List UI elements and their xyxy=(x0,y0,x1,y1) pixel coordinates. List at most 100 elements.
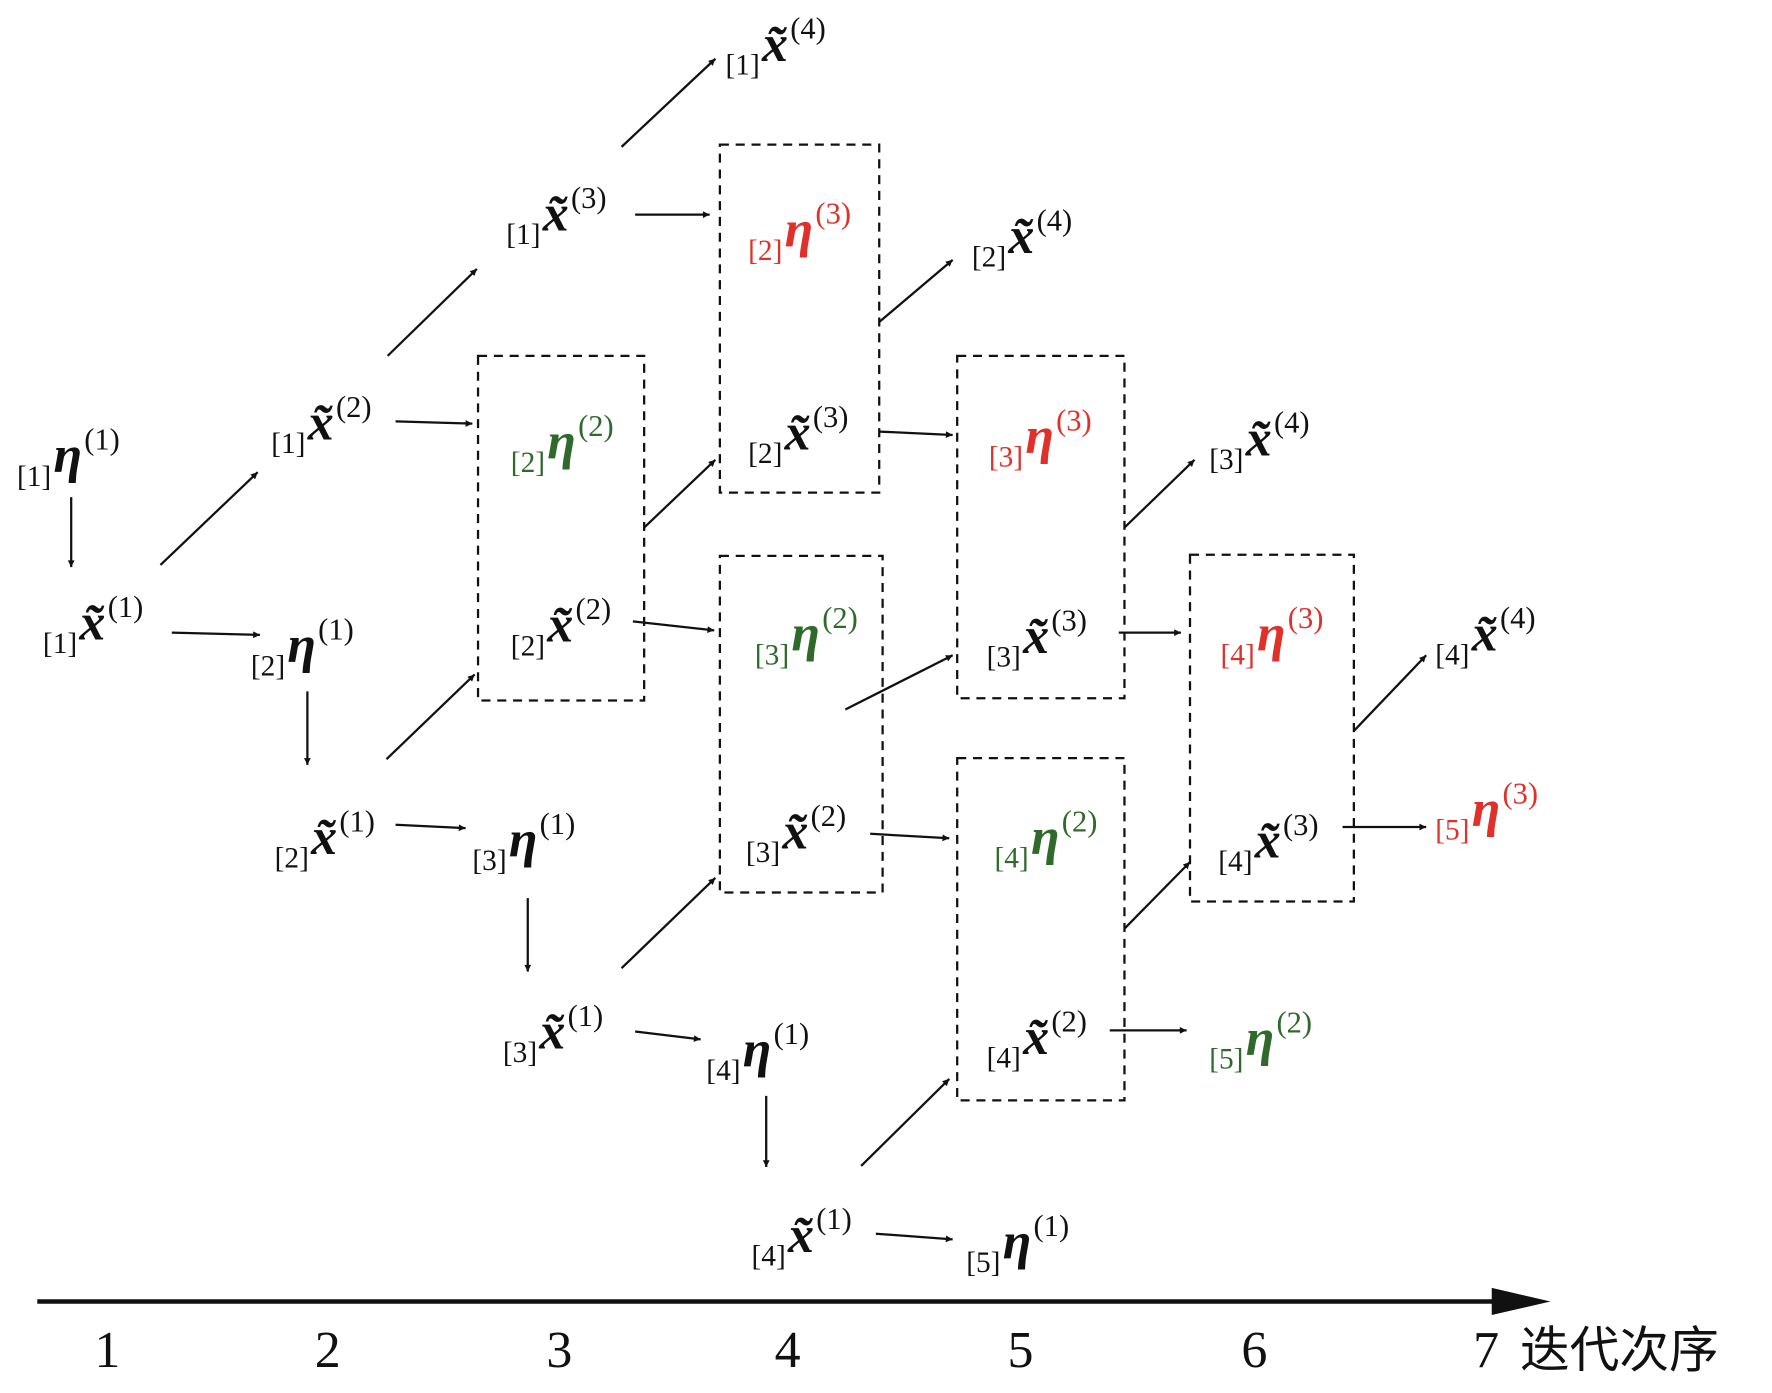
node-order: (3) xyxy=(571,181,607,215)
node-index: [1] xyxy=(506,219,540,251)
node-index: [1] xyxy=(43,628,77,660)
node-order: (2) xyxy=(811,799,847,833)
arrow xyxy=(385,673,476,761)
node-index: [1] xyxy=(17,461,51,493)
node-label: [2]η(3) xyxy=(748,197,851,267)
arrow xyxy=(171,631,260,639)
node-symbol: x̃ xyxy=(1471,606,1498,663)
node-symbol: η xyxy=(743,1022,772,1079)
node-symbol: x̃ xyxy=(1254,812,1281,869)
node-index: [2] xyxy=(972,242,1006,274)
node-label: [3]η(3) xyxy=(989,403,1092,473)
node-symbol: x̃ xyxy=(542,185,569,242)
arrow xyxy=(1123,459,1196,529)
node-order: (2) xyxy=(1051,1004,1087,1038)
arrow xyxy=(870,832,950,842)
node-order: (3) xyxy=(815,197,851,231)
node-order: (3) xyxy=(1283,808,1319,842)
node-index: [2] xyxy=(275,843,309,875)
node-label: [3]x̃(4) xyxy=(1209,406,1309,476)
node-symbol: x̃ xyxy=(307,394,334,451)
arrow xyxy=(395,420,473,427)
node-order: (1) xyxy=(540,807,576,841)
node-index: [2] xyxy=(251,651,285,683)
axis-label: 迭代次序 xyxy=(1520,1321,1719,1379)
arrows xyxy=(67,57,1428,1243)
node-index: [1] xyxy=(271,428,305,460)
node-symbol: x̃ xyxy=(310,809,337,866)
node-order: (1) xyxy=(568,999,604,1033)
node-symbol: x̃ xyxy=(781,803,808,860)
node-order: (1) xyxy=(774,1017,810,1051)
node-symbol: x̃ xyxy=(78,594,105,651)
node-order: (1) xyxy=(1034,1209,1070,1243)
node-index: [3] xyxy=(503,1037,537,1069)
node-index: [2] xyxy=(748,438,782,470)
node-symbol: η xyxy=(1257,606,1286,663)
node-order: (3) xyxy=(1288,601,1324,635)
arrow xyxy=(386,268,478,357)
group-box xyxy=(476,354,646,702)
node-order: (2) xyxy=(822,601,858,635)
node-label: [2]x̃(3) xyxy=(748,400,848,470)
node-symbol: x̃ xyxy=(546,597,573,654)
node-order: (1) xyxy=(816,1202,852,1236)
group-box xyxy=(718,554,884,894)
node-symbol: η xyxy=(547,414,576,471)
group-box xyxy=(1188,553,1355,903)
node-symbol: η xyxy=(1003,1214,1032,1271)
axis-tick-label: 7 xyxy=(1473,1322,1499,1379)
node-label: [3]η(1) xyxy=(472,807,575,877)
node-order: (2) xyxy=(578,409,614,443)
arrow xyxy=(643,458,717,529)
node-order: (1) xyxy=(84,423,120,457)
node-order: (2) xyxy=(1277,1006,1313,1040)
node-order: (2) xyxy=(336,390,372,424)
node-index: [5] xyxy=(1435,814,1469,846)
node-order: (1) xyxy=(339,805,375,839)
node-symbol: η xyxy=(53,427,82,484)
arrow xyxy=(632,620,715,634)
node-symbol: η xyxy=(509,811,538,868)
node-index: [4] xyxy=(1218,846,1252,878)
node-index: [5] xyxy=(966,1247,1000,1279)
node-label: [4]η(2) xyxy=(994,805,1097,875)
axis-ticks: 1 2 3 4 5 6 7 迭代次序 xyxy=(94,1321,1718,1379)
axis-tick-label: 5 xyxy=(1007,1322,1033,1379)
node-order: (4) xyxy=(1274,406,1310,440)
node-label: [1]η(1) xyxy=(17,423,120,493)
node-order: (4) xyxy=(1500,601,1536,635)
node-symbol: x̃ xyxy=(1022,608,1049,665)
arrow xyxy=(159,471,259,566)
axis xyxy=(37,1287,1551,1316)
axis-arrowhead xyxy=(1491,1287,1551,1316)
node-order: (3) xyxy=(1051,603,1087,637)
node-index: [4] xyxy=(994,843,1028,875)
node-order: (2) xyxy=(1062,805,1098,839)
node-label: [2]x̃(4) xyxy=(972,203,1072,273)
node-index: [3] xyxy=(746,837,780,869)
arrow xyxy=(620,877,717,970)
group-box xyxy=(956,756,1126,1102)
node-order: (4) xyxy=(790,11,826,45)
node-index: [2] xyxy=(511,630,545,662)
node-symbol: η xyxy=(785,201,814,258)
node-index: [4] xyxy=(1221,639,1255,671)
arrow xyxy=(1123,861,1191,930)
node-index: [2] xyxy=(748,235,782,267)
node-label: [4]x̃(4) xyxy=(1435,601,1535,671)
arrow xyxy=(620,57,717,148)
node-label: [4]x̃(1) xyxy=(752,1202,852,1272)
node-symbol: η xyxy=(1025,408,1054,465)
node-index: [5] xyxy=(1209,1044,1243,1076)
node-label: [1]x̃(2) xyxy=(271,390,371,460)
node-label: [5]η(1) xyxy=(966,1209,1069,1279)
node-label: [2]η(1) xyxy=(251,612,354,682)
node-symbol: x̃ xyxy=(784,405,811,462)
node-index: [4] xyxy=(752,1240,786,1272)
node-symbol: x̃ xyxy=(761,16,788,73)
node-label: [1]x̃(3) xyxy=(506,181,606,251)
node-order: (3) xyxy=(1056,403,1092,437)
node-label: [4]η(3) xyxy=(1221,601,1324,671)
